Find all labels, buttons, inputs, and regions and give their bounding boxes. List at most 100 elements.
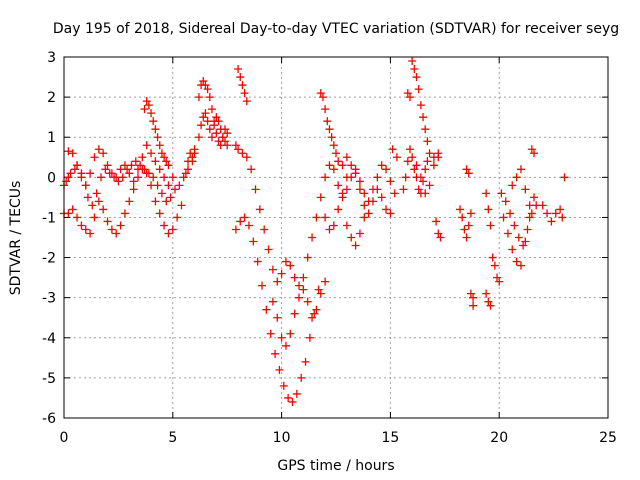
data-point (157, 149, 166, 158)
data-point (421, 189, 430, 198)
data-point (419, 113, 428, 122)
data-point (527, 209, 536, 218)
data-point (142, 97, 151, 106)
series-arc-m (321, 161, 395, 234)
data-point (521, 185, 530, 194)
data-point (212, 129, 221, 138)
data-point (329, 141, 338, 150)
data-point (216, 125, 225, 134)
data-point (382, 205, 391, 214)
data-point (338, 161, 347, 170)
data-point (527, 145, 536, 154)
data-point (231, 141, 240, 150)
data-point (194, 93, 203, 102)
data-point (421, 125, 430, 134)
data-point (70, 165, 79, 174)
data-point (210, 121, 219, 130)
data-point (247, 165, 256, 174)
series-arc-q (412, 153, 443, 198)
data-point (284, 393, 293, 402)
data-point (155, 141, 164, 150)
data-point (551, 209, 560, 218)
data-point (64, 173, 73, 182)
series-arc-z (538, 173, 569, 226)
data-point (423, 137, 432, 146)
x-tick-label: 25 (599, 430, 617, 446)
data-point (295, 281, 304, 290)
data-point (497, 189, 506, 198)
data-point (179, 173, 188, 182)
data-point (386, 209, 395, 218)
data-point (136, 161, 145, 170)
data-point (316, 289, 325, 298)
series-arc-d (140, 97, 173, 170)
data-point (401, 173, 410, 182)
data-point (164, 181, 173, 190)
data-point (290, 309, 299, 318)
data-point (486, 221, 495, 230)
data-point (288, 397, 297, 406)
data-point (305, 333, 314, 342)
data-point (543, 209, 552, 218)
data-point (408, 153, 417, 162)
data-point (303, 253, 312, 262)
data-point (368, 185, 377, 194)
data-point (297, 373, 306, 382)
data-point (275, 365, 284, 374)
data-point (142, 169, 151, 178)
data-point (373, 173, 382, 182)
data-point (351, 241, 360, 250)
data-point (66, 169, 75, 178)
data-point (125, 169, 134, 178)
data-point (493, 273, 502, 282)
data-point (312, 305, 321, 314)
data-point (149, 173, 158, 182)
data-point (347, 233, 356, 242)
data-point (342, 173, 351, 182)
series-arc-f (194, 77, 232, 150)
data-point (201, 109, 210, 118)
data-point (482, 289, 491, 298)
data-point (506, 209, 515, 218)
data-point (501, 197, 510, 206)
data-point (86, 169, 95, 178)
data-point (490, 261, 499, 270)
data-point (312, 213, 321, 222)
data-point (355, 177, 364, 186)
data-point (264, 245, 273, 254)
data-point (360, 189, 369, 198)
data-point (414, 85, 423, 94)
data-point (458, 213, 467, 222)
data-point (238, 149, 247, 158)
data-point (131, 157, 140, 166)
data-point (462, 165, 471, 174)
data-point (147, 181, 156, 190)
data-point (318, 93, 327, 102)
data-point (547, 217, 556, 226)
data-point (103, 161, 112, 170)
data-point (203, 85, 212, 94)
series-arc-t (462, 165, 478, 302)
series-arc-j (231, 213, 323, 406)
series-arc-r (432, 217, 445, 242)
data-point (403, 89, 412, 98)
data-point (499, 213, 508, 222)
data-point (199, 113, 208, 122)
data-point (525, 213, 534, 222)
series-arc-e (181, 145, 199, 178)
data-points (60, 57, 569, 406)
data-point (286, 261, 295, 270)
data-point (556, 205, 565, 214)
y-tick-label: 2 (47, 90, 56, 106)
data-point (329, 221, 338, 230)
series-arc-h (234, 65, 251, 106)
data-point (81, 181, 90, 190)
data-point (405, 93, 414, 102)
data-point (162, 197, 171, 206)
data-point (495, 277, 504, 286)
data-point (138, 153, 147, 162)
data-point (323, 117, 332, 126)
data-point (99, 149, 108, 158)
data-point (325, 125, 334, 134)
data-point (223, 141, 232, 150)
